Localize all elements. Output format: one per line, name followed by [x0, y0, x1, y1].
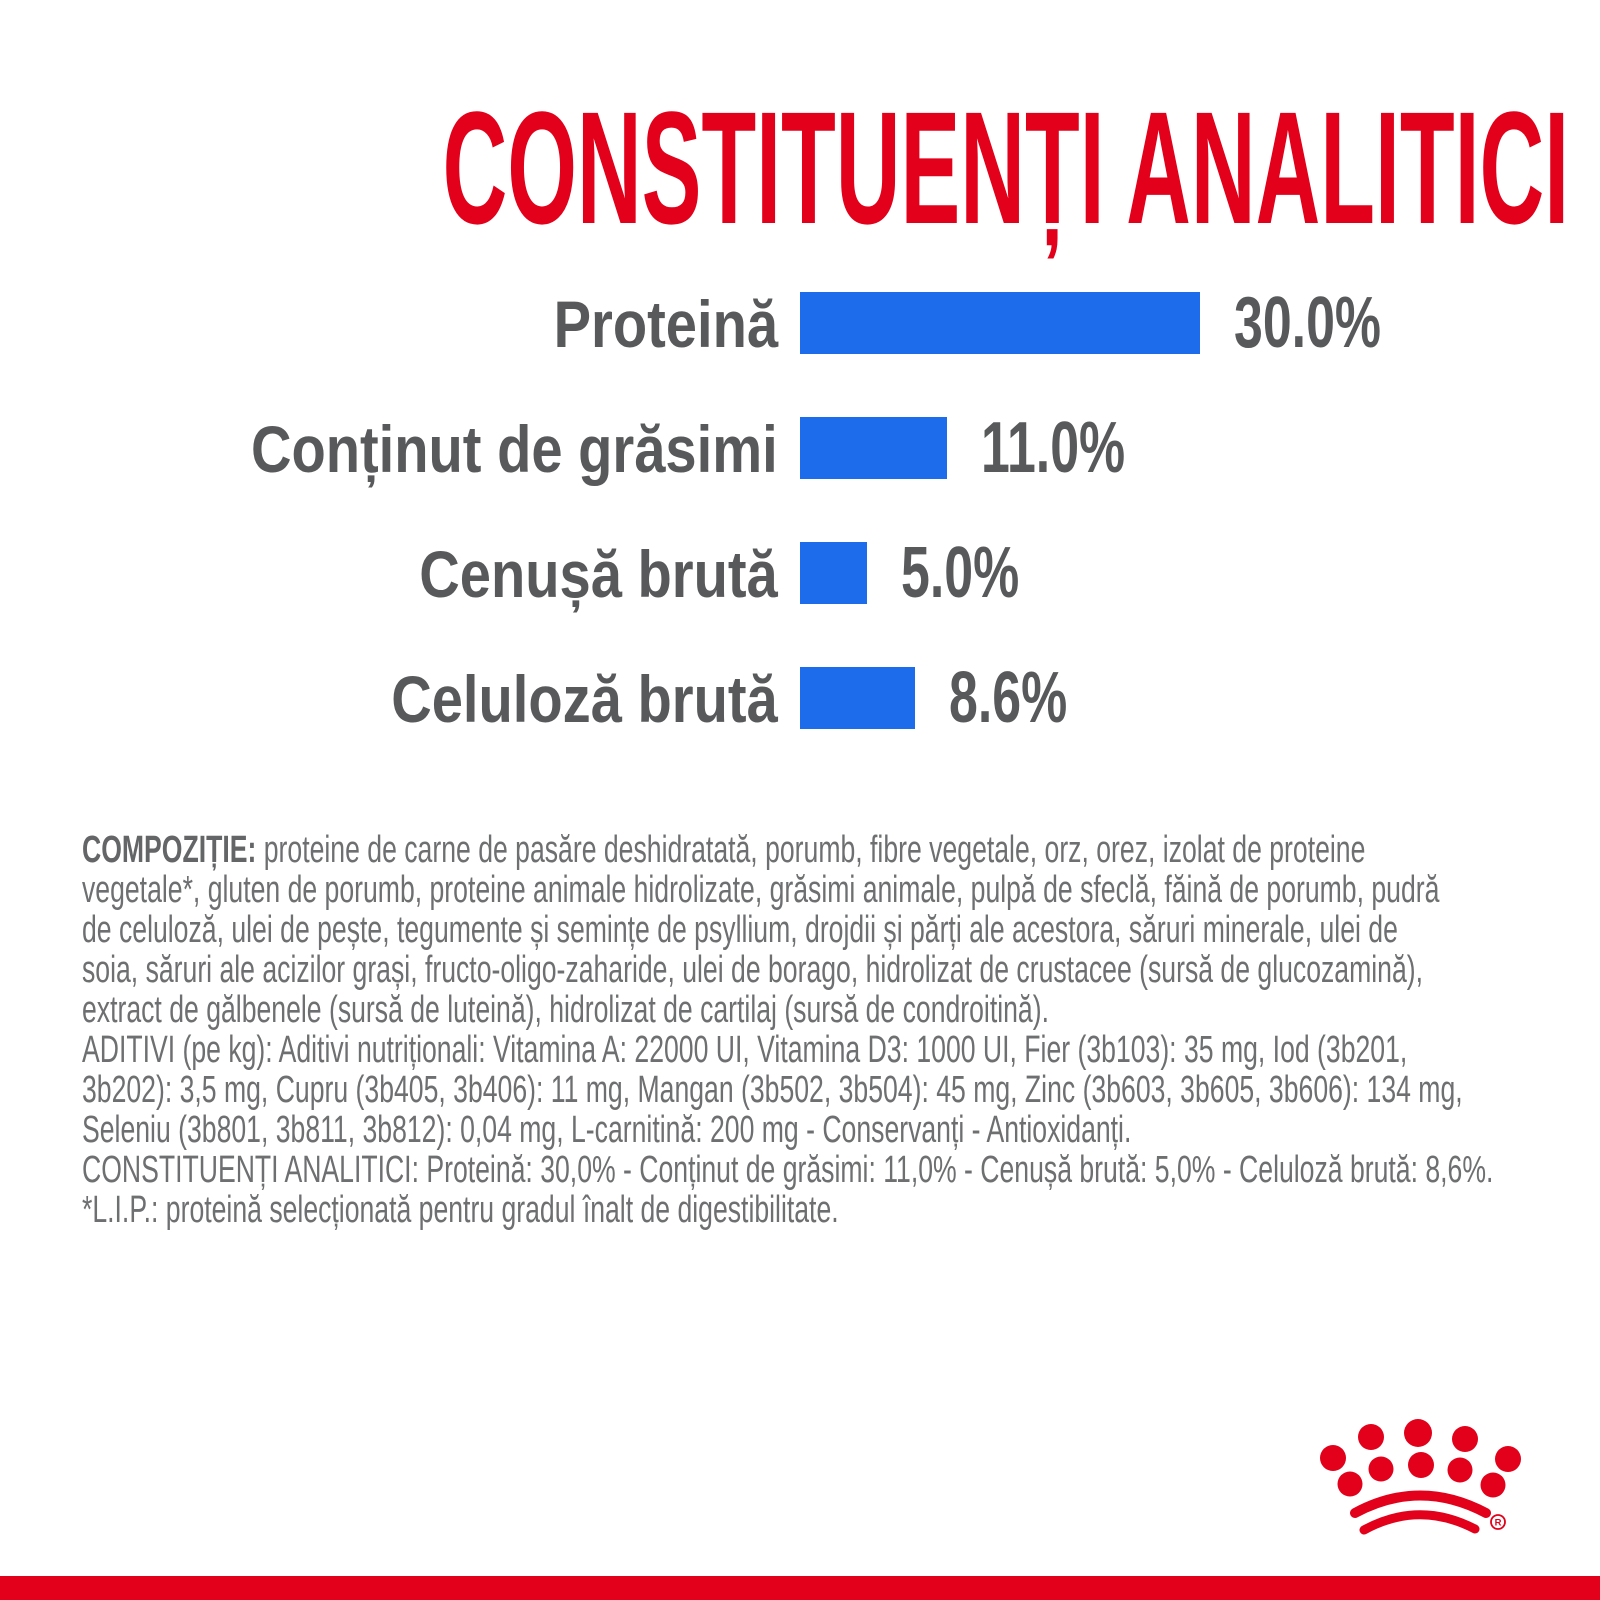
svg-text:R: R: [1495, 1518, 1502, 1529]
composition-line: vegetale*, gluten de porumb, proteine an…: [82, 869, 1440, 911]
additives-line: 3b202): 3,5 mg, Cupru (3b405, 3b406): 11…: [82, 1069, 1463, 1111]
royal-canin-crown-logo: R: [1320, 1419, 1521, 1535]
bar: [800, 417, 947, 479]
bar: [800, 667, 915, 729]
bar-category-label: Conținut de grăsimi: [0, 412, 778, 486]
bar-value-text: 30.0%: [1234, 283, 1381, 363]
bar-value: 8.6%: [949, 658, 1113, 738]
chart-row: Proteină 30.0%: [0, 283, 1600, 363]
analytical-constituents-chart: Proteină 30.0% Conținut de grăsimi 11.0% Cen…: [0, 283, 1600, 738]
bar-value: 30.0%: [1234, 283, 1438, 363]
bar-value: 11.0%: [981, 408, 1181, 488]
bar: [800, 542, 867, 604]
additives-line: ADITIVI (pe kg): Aditivi nutriționali: V…: [82, 1029, 1408, 1071]
bar-value-text: 8.6%: [949, 658, 1068, 738]
bar-value-text: 11.0%: [981, 408, 1126, 488]
composition-line: soia, săruri ale acizilor grași, fructo-…: [82, 949, 1424, 991]
crown-dots: [1320, 1419, 1521, 1498]
analytical-constituents-line: CONSTITUENȚI ANALITICI: Proteină: 30,0% …: [82, 1149, 1494, 1191]
composition-line: extract de gălbenele (sursă de luteină),…: [82, 989, 1049, 1031]
additives-line: Seleniu (3b801, 3b811, 3b812): 0,04 mg, …: [82, 1109, 1132, 1151]
composition-label: COMPOZIȚIE:: [82, 829, 257, 871]
bar-category-label: Celuloză brută: [0, 662, 778, 736]
registered-trademark-icon: R: [1490, 1514, 1506, 1530]
bar: [800, 292, 1200, 354]
composition-text-block: COMPOZIȚIE: proteine de carne de pasăre …: [82, 830, 1600, 1230]
composition-line: de celuloză, ulei de pește, tegumente și…: [82, 909, 1398, 951]
bottom-red-stripe: [0, 1576, 1600, 1600]
page-title: CONSTITUENȚI ANALITICI: [0, 88, 1600, 248]
bar-category-label: Cenușă brută: [0, 537, 778, 611]
crown-arcs: [1350, 1490, 1491, 1535]
bar-category-label-text: Celuloză brută: [391, 662, 778, 736]
bar-value-text: 5.0%: [901, 533, 1020, 613]
composition-line: COMPOZIȚIE: proteine de carne de pasăre …: [82, 830, 1493, 870]
bar-category-label-text: Cenușă brută: [419, 537, 778, 611]
bar-category-label-text: Conținut de grăsimi: [251, 412, 778, 486]
bar-category-label: Proteină: [0, 287, 778, 361]
lip-footnote-line: *L.I.P.: proteină selecționată pentru gr…: [82, 1189, 839, 1231]
chart-row: Conținut de grăsimi 11.0%: [0, 408, 1600, 488]
bar-value: 5.0%: [901, 533, 1065, 613]
composition-line-rest: proteine de carne de pasăre deshidratată…: [256, 829, 1366, 871]
chart-row: Cenușă brută 5.0%: [0, 533, 1600, 613]
bar-category-label-text: Proteină: [553, 287, 778, 361]
chart-row: Celuloză brută 8.6%: [0, 658, 1600, 738]
page-title-text: CONSTITUENȚI ANALITICI: [442, 78, 1570, 257]
